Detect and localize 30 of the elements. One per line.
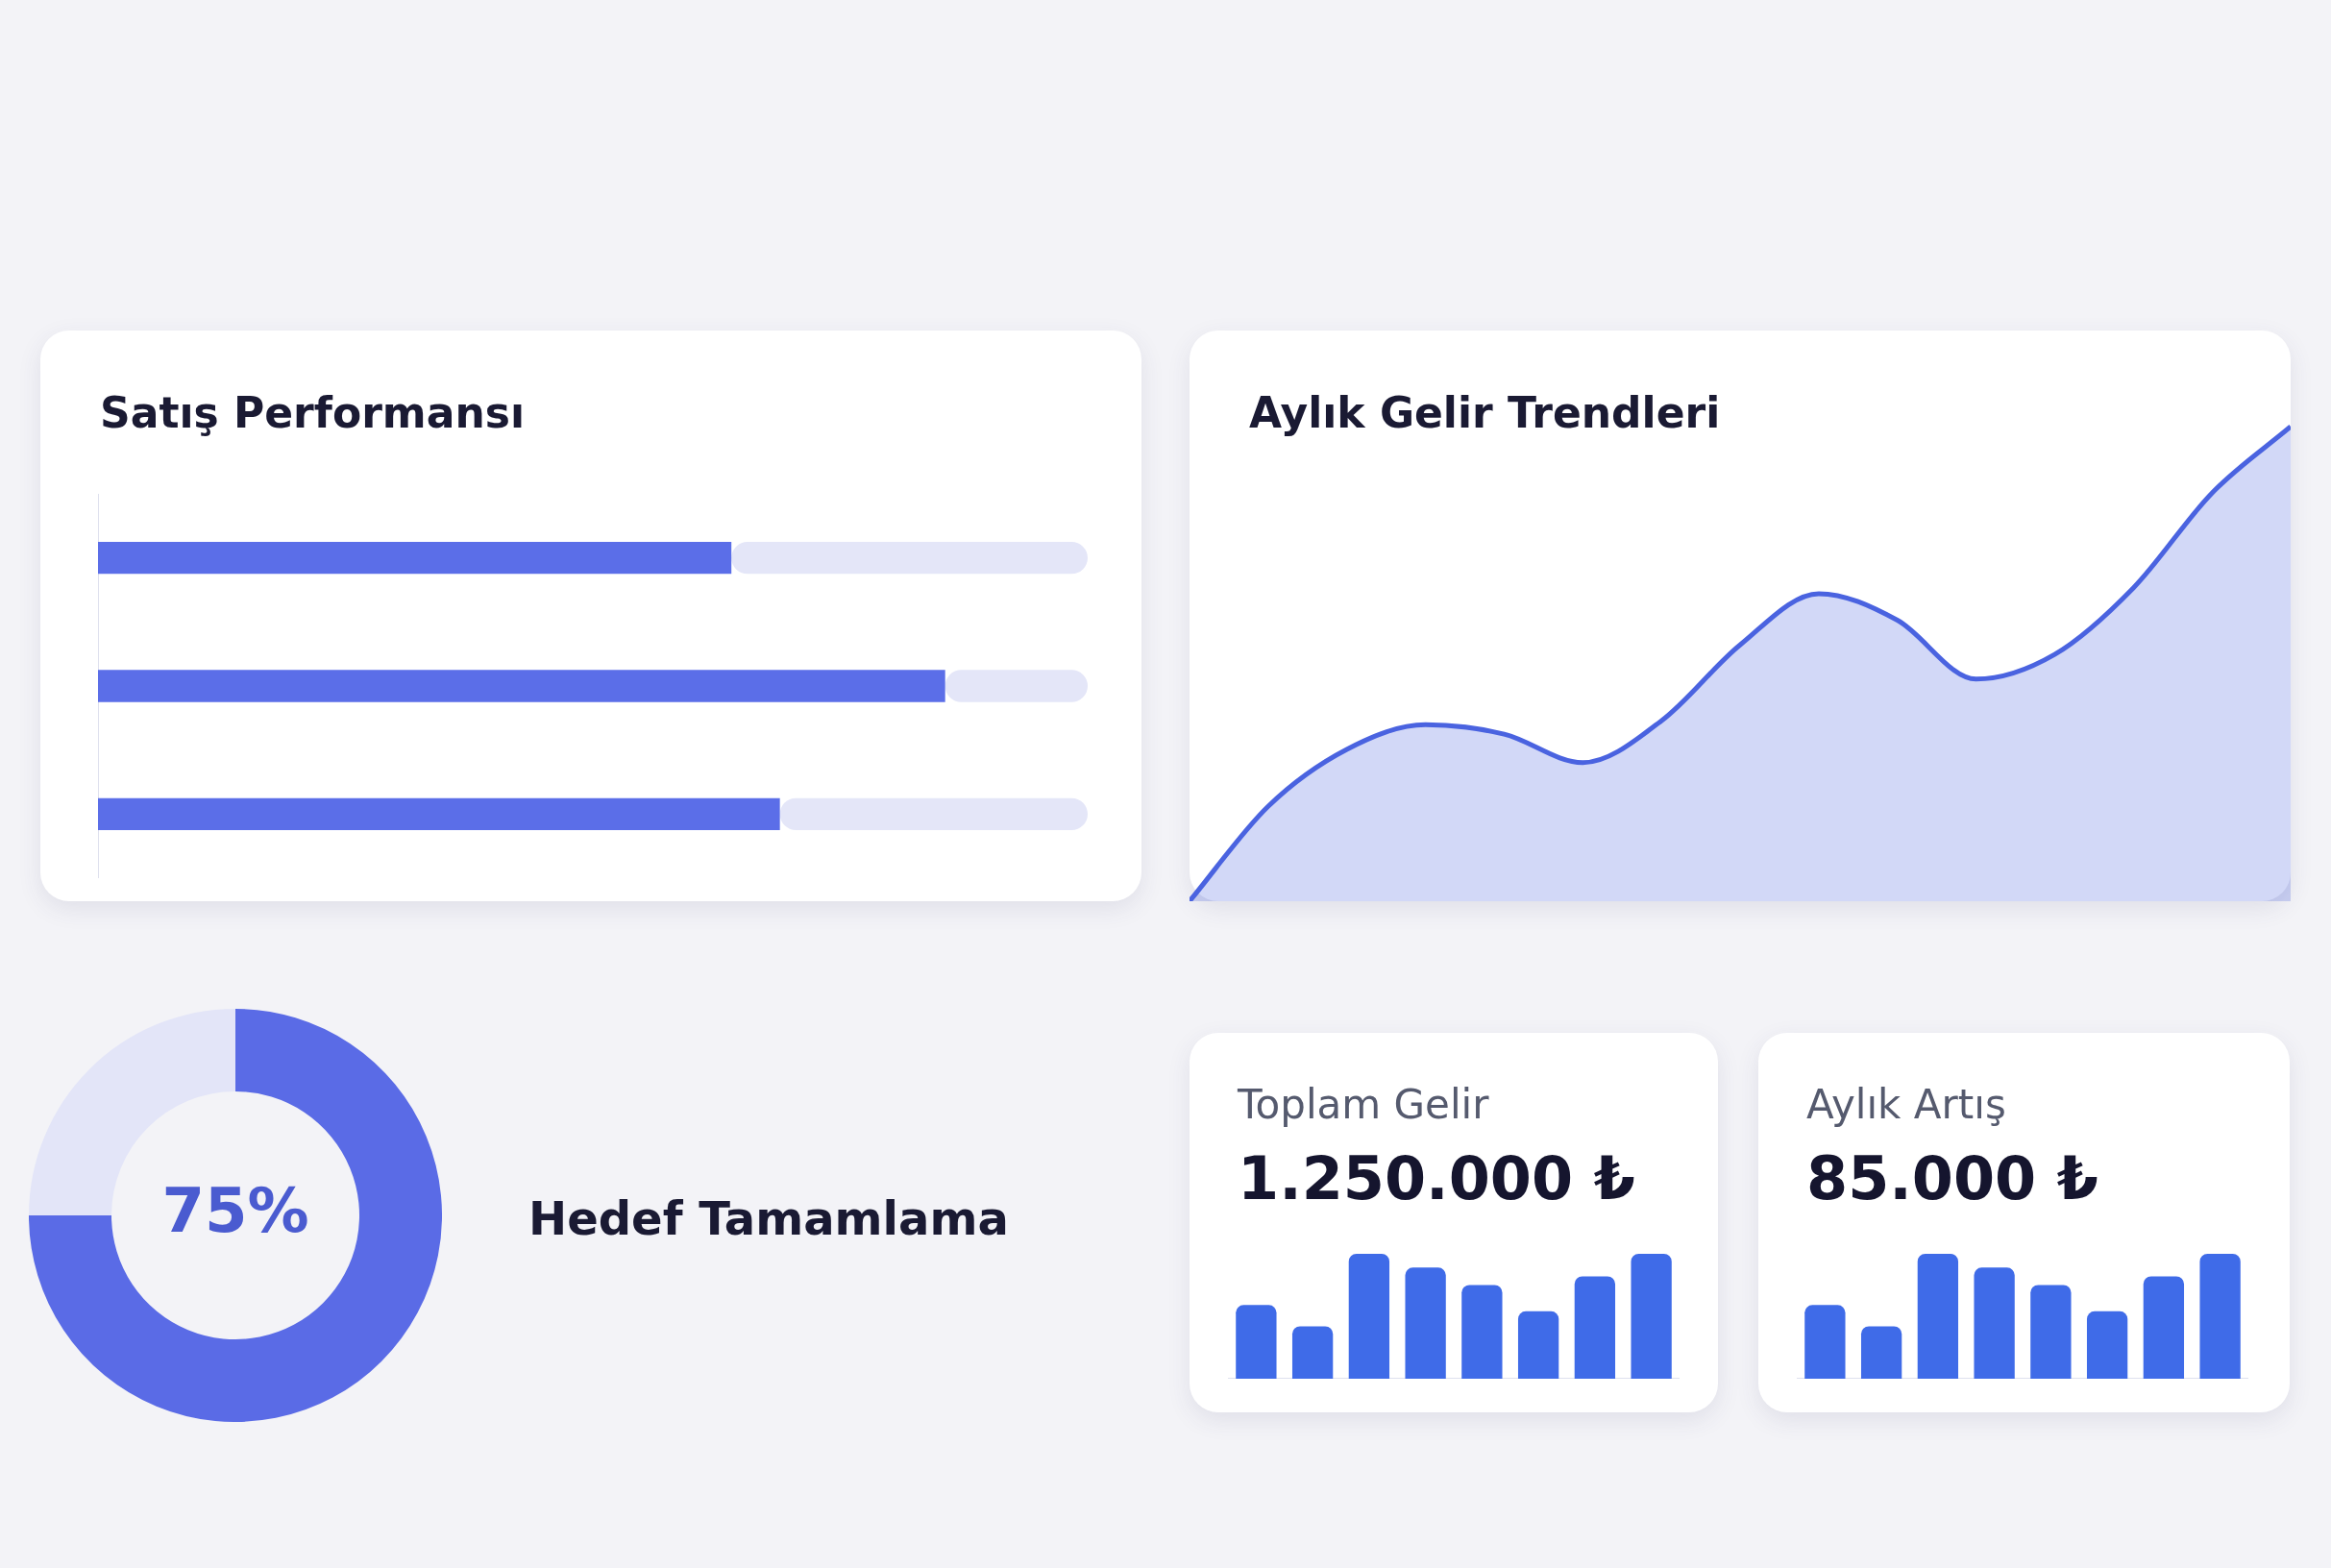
bar <box>2030 1285 2072 1379</box>
bar <box>98 797 780 830</box>
bar <box>1348 1254 1390 1379</box>
bar <box>1917 1254 1959 1379</box>
bar <box>779 797 1088 830</box>
chart-subtitle: 85.000 ₺ <box>1806 1143 2098 1213</box>
bar <box>945 670 1088 702</box>
bar <box>1236 1305 1277 1379</box>
bar <box>98 542 732 575</box>
data-label: 75% <box>161 1174 309 1246</box>
text: Hedef Tamamlama <box>528 1191 1009 1245</box>
bar <box>731 542 1088 575</box>
bar <box>1291 1326 1334 1379</box>
bar <box>1631 1254 1672 1379</box>
bar <box>1517 1311 1559 1379</box>
bar <box>2143 1276 2185 1379</box>
bar <box>1860 1326 1902 1379</box>
bar <box>2199 1254 2241 1379</box>
bar <box>1804 1305 1846 1379</box>
chart-subtitle: 1.250.000 ₺ <box>1238 1143 1635 1213</box>
bar <box>2086 1311 2128 1379</box>
bar <box>98 670 945 702</box>
bar <box>1405 1267 1446 1379</box>
bar <box>1574 1276 1616 1379</box>
chart-title: Satış Performansı <box>100 388 525 437</box>
bar <box>1974 1267 2015 1379</box>
bar <box>1461 1285 1503 1379</box>
chart-title: Aylık Artış <box>1806 1081 2006 1128</box>
chart-title: Aylık Gelir Trendleri <box>1249 388 1721 437</box>
chart-title: Toplam Gelir <box>1238 1081 1489 1128</box>
